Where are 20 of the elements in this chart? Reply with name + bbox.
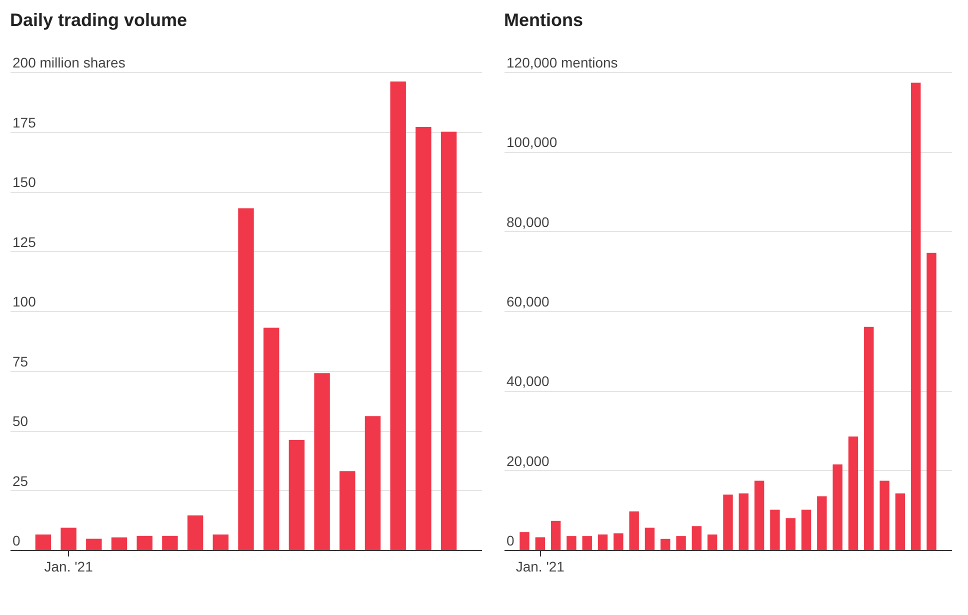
chart-title: Daily trading volume xyxy=(9,10,188,32)
x-tick-label: Jan. '21 xyxy=(516,558,565,574)
chart-title: Mentions xyxy=(503,10,584,32)
y-tick-label: 60,000 xyxy=(506,294,550,310)
y-tick-label: 75 xyxy=(12,353,28,370)
y-tick-label: 80,000 xyxy=(506,214,550,230)
y-tick-label: 200 million shares xyxy=(12,54,126,70)
y-tick-label: 100 xyxy=(12,294,36,310)
y-tick-label: 125 xyxy=(12,234,36,250)
y-tick-label: 40,000 xyxy=(506,373,550,390)
y-tick-label: 0 xyxy=(506,532,514,548)
y-tick-label: 0 xyxy=(12,532,20,548)
y-tick-label: 150 xyxy=(12,174,36,190)
y-tick-label: 50 xyxy=(12,413,28,429)
y-tick-label: 20,000 xyxy=(506,452,550,469)
x-tick-label: Jan. '21 xyxy=(44,558,94,574)
y-tick-label: 175 xyxy=(12,114,36,130)
y-tick-label: 100,000 xyxy=(506,134,558,150)
y-tick-label: 120,000 mentions xyxy=(506,54,618,70)
y-tick-label: 25 xyxy=(12,472,28,489)
